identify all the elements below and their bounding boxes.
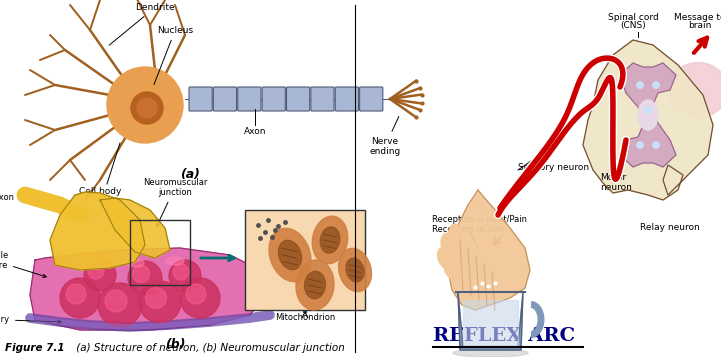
Ellipse shape: [304, 271, 325, 299]
Ellipse shape: [312, 216, 348, 264]
Text: Spinal cord: Spinal cord: [608, 13, 658, 22]
Text: REFLEX ARC: REFLEX ARC: [433, 327, 575, 345]
Text: Cell body: Cell body: [79, 187, 121, 196]
Ellipse shape: [438, 247, 453, 268]
Ellipse shape: [668, 62, 721, 117]
Circle shape: [146, 287, 167, 308]
Polygon shape: [463, 300, 518, 345]
Ellipse shape: [339, 248, 371, 292]
Ellipse shape: [320, 227, 340, 253]
Circle shape: [107, 67, 183, 143]
Polygon shape: [448, 190, 530, 310]
Ellipse shape: [444, 260, 460, 280]
Polygon shape: [50, 192, 145, 270]
Polygon shape: [458, 292, 523, 350]
Text: (a): (a): [180, 168, 200, 181]
Ellipse shape: [448, 224, 462, 246]
Text: Axon: Axon: [0, 193, 36, 202]
FancyBboxPatch shape: [238, 87, 261, 111]
Text: Figure 7.1: Figure 7.1: [5, 343, 65, 353]
Ellipse shape: [166, 257, 184, 265]
Circle shape: [131, 92, 163, 124]
FancyBboxPatch shape: [213, 87, 236, 111]
Circle shape: [186, 284, 206, 304]
Text: (b): (b): [165, 338, 185, 351]
Circle shape: [60, 278, 100, 318]
Text: Receptors = Heat/Pain: Receptors = Heat/Pain: [432, 216, 527, 225]
Ellipse shape: [441, 233, 455, 255]
Text: Sensory neuron: Sensory neuron: [518, 164, 589, 172]
Text: Mitochondrion: Mitochondrion: [275, 309, 335, 322]
Text: Axon: Axon: [244, 127, 266, 136]
Circle shape: [88, 263, 104, 279]
Text: Neuromuscular
junction: Neuromuscular junction: [143, 177, 207, 226]
Circle shape: [637, 81, 644, 89]
Bar: [245, 210, 365, 310]
Ellipse shape: [453, 349, 528, 357]
Circle shape: [137, 98, 157, 118]
Text: Capillary: Capillary: [0, 315, 61, 324]
Polygon shape: [30, 248, 265, 330]
Text: Dendrite: Dendrite: [109, 3, 174, 45]
Text: Motor: Motor: [600, 174, 626, 182]
Bar: [130, 220, 190, 285]
FancyBboxPatch shape: [335, 87, 358, 111]
Circle shape: [645, 106, 652, 114]
Circle shape: [653, 141, 660, 149]
Text: neuron: neuron: [600, 182, 632, 191]
Polygon shape: [620, 63, 676, 167]
Polygon shape: [100, 198, 170, 258]
Circle shape: [105, 290, 127, 312]
Circle shape: [173, 264, 189, 280]
Circle shape: [180, 278, 220, 318]
Circle shape: [653, 81, 660, 89]
Polygon shape: [583, 40, 713, 200]
Ellipse shape: [296, 260, 334, 310]
Ellipse shape: [126, 259, 144, 267]
FancyBboxPatch shape: [189, 87, 212, 111]
FancyBboxPatch shape: [360, 87, 383, 111]
Ellipse shape: [278, 240, 301, 270]
Circle shape: [128, 261, 162, 295]
Ellipse shape: [346, 258, 364, 282]
Ellipse shape: [269, 228, 311, 282]
Ellipse shape: [638, 100, 658, 130]
FancyBboxPatch shape: [262, 87, 286, 111]
Text: Nucleus: Nucleus: [154, 26, 193, 84]
Text: brain: brain: [689, 21, 712, 30]
Text: Muscle
fibre: Muscle fibre: [0, 251, 46, 277]
Text: Message to: Message to: [674, 13, 721, 22]
FancyBboxPatch shape: [311, 87, 334, 111]
Circle shape: [139, 281, 181, 323]
Text: Relay neuron: Relay neuron: [640, 223, 700, 232]
Circle shape: [133, 266, 149, 282]
Text: (a) Structure of neuron, (b) Neuromuscular junction: (a) Structure of neuron, (b) Neuromuscul…: [73, 343, 345, 353]
FancyBboxPatch shape: [286, 87, 310, 111]
Circle shape: [66, 284, 86, 304]
Text: (CNS): (CNS): [620, 21, 646, 30]
Text: Nerve
ending: Nerve ending: [369, 116, 401, 156]
Circle shape: [169, 260, 201, 292]
Ellipse shape: [76, 256, 94, 264]
Circle shape: [637, 141, 644, 149]
Circle shape: [84, 259, 116, 291]
Text: Receptors in skin: Receptors in skin: [432, 225, 504, 233]
Circle shape: [98, 283, 142, 327]
